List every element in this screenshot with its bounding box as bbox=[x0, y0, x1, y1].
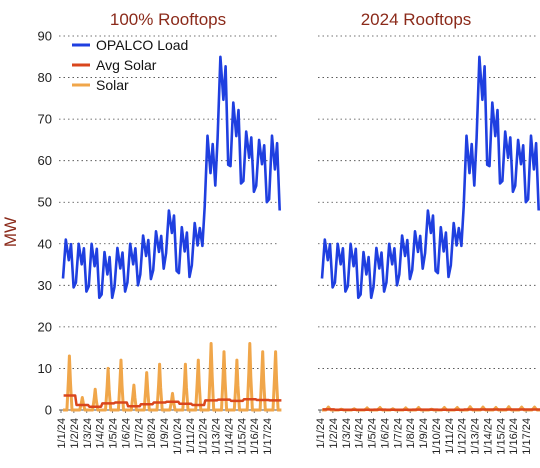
y-tick-label: 40 bbox=[38, 236, 52, 251]
y-tick-label: 10 bbox=[38, 361, 52, 376]
y-tick-label: 50 bbox=[38, 195, 52, 210]
x-tick-label: 1/2/24 bbox=[328, 418, 340, 449]
panel-title-left: 100% Rooftops bbox=[110, 10, 226, 29]
x-tick-label: 1/6/24 bbox=[379, 418, 391, 449]
x-tick-label: 1/4/24 bbox=[354, 418, 366, 449]
y-tick-label: 0 bbox=[45, 403, 52, 418]
x-tick-label: 1/14/24 bbox=[482, 418, 494, 455]
x-tick-label: 1/8/24 bbox=[146, 418, 158, 449]
right-plot-area: 1/1/24 1/2/24 1/3/24 1/4/24 1/5/24 1/6/24 1/7/… bbox=[315, 35, 540, 455]
x-tick-label: 1/12/24 bbox=[457, 418, 469, 455]
x-tick-label: 1/11/24 bbox=[444, 418, 456, 454]
x-tick-label: 1/5/24 bbox=[108, 418, 120, 449]
y-tick-label: 70 bbox=[38, 112, 52, 127]
x-tick-label: 1/16/24 bbox=[249, 418, 261, 455]
y-axis-label: MW bbox=[1, 217, 20, 247]
left-plot-area: 1/1/24 1/2/24 1/3/24 1/4/24 1/5/24 1/6/24 1/7/… bbox=[56, 35, 282, 455]
x-tick-label: 1/13/24 bbox=[470, 418, 482, 455]
x-tick-label: 1/16/24 bbox=[508, 418, 520, 455]
x-tick-label: 1/12/24 bbox=[198, 418, 210, 455]
legend-label-avg-solar: Avg Solar bbox=[96, 57, 157, 73]
y-tick-label: 60 bbox=[38, 153, 52, 168]
x-tick-label: 1/4/24 bbox=[95, 418, 107, 449]
x-tick-label: 1/9/24 bbox=[159, 418, 171, 449]
y-tick-labels: 0 10 20 30 40 50 60 70 80 90 bbox=[38, 29, 52, 418]
x-tick-label: 1/7/24 bbox=[133, 418, 145, 449]
x-tick-label: 1/2/24 bbox=[69, 418, 81, 449]
x-tick-label: 1/7/24 bbox=[392, 418, 404, 449]
legend: OPALCO Load Avg Solar Solar bbox=[72, 37, 188, 93]
series-line-avg-solar bbox=[63, 394, 282, 408]
series-line-opalco-load bbox=[61, 55, 281, 300]
y-tick-label: 80 bbox=[38, 70, 52, 85]
x-tick-label: 1/10/24 bbox=[172, 418, 184, 455]
y-tick-label: 20 bbox=[38, 319, 52, 334]
x-tick-label: 1/10/24 bbox=[431, 418, 443, 455]
x-tick-label: 1/17/24 bbox=[521, 418, 533, 455]
legend-label-load: OPALCO Load bbox=[96, 37, 188, 53]
x-tick-label: 1/15/24 bbox=[236, 418, 248, 455]
x-tick-label: 1/6/24 bbox=[120, 418, 132, 449]
series-line-solar bbox=[63, 342, 282, 412]
x-tick-label: 1/13/24 bbox=[211, 418, 223, 455]
x-tick-label: 1/3/24 bbox=[341, 418, 353, 449]
x-tick-label: 1/1/24 bbox=[56, 418, 68, 449]
x-tick-label: 1/11/24 bbox=[185, 418, 197, 454]
x-tick-label: 1/9/24 bbox=[418, 418, 430, 449]
x-tick-label: 1/1/24 bbox=[315, 418, 327, 449]
x-tick-label: 1/8/24 bbox=[405, 418, 417, 449]
x-tick-label: 1/14/24 bbox=[223, 418, 235, 455]
legend-label-solar: Solar bbox=[96, 77, 129, 93]
y-tick-label: 30 bbox=[38, 278, 52, 293]
y-tick-label: 90 bbox=[38, 29, 52, 44]
series-line-opalco-load bbox=[320, 55, 540, 300]
x-tick-label: 1/5/24 bbox=[367, 418, 379, 449]
panel-title-right: 2024 Rooftops bbox=[361, 10, 472, 29]
x-tick-label: 1/3/24 bbox=[82, 418, 94, 449]
x-tick-label: 1/17/24 bbox=[262, 418, 274, 455]
x-tick-label: 1/15/24 bbox=[495, 418, 507, 455]
